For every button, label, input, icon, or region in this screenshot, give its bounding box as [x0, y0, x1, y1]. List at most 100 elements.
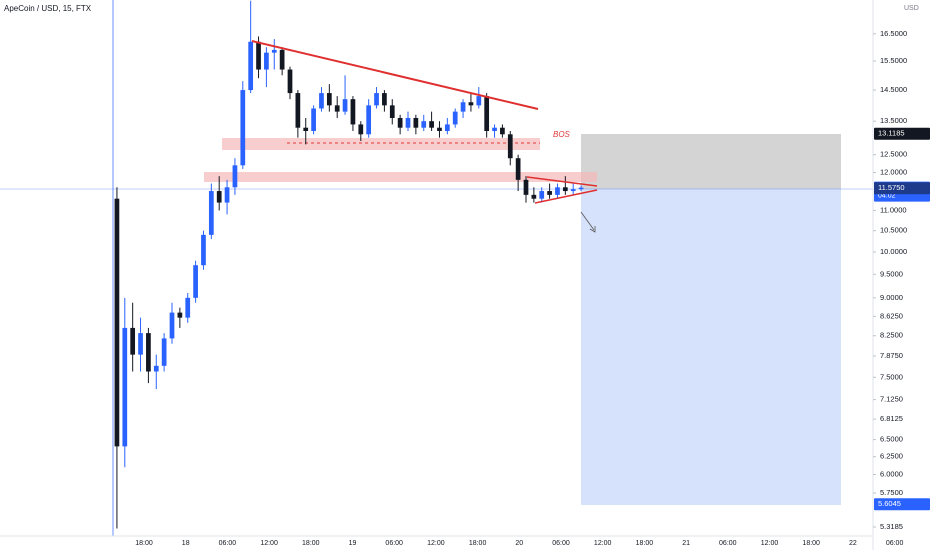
y-tick-label: 6.8125	[880, 414, 903, 423]
candle-body	[350, 99, 356, 125]
candle-body	[311, 108, 316, 131]
y-tick-label: 7.5000	[880, 372, 903, 381]
candle-body	[452, 111, 458, 125]
x-tick-label: 18	[182, 540, 190, 547]
candle-body	[523, 179, 529, 195]
x-tick-label: 18:00	[802, 540, 820, 547]
price-label: 11.5750	[878, 183, 905, 192]
x-tick-label: 12:00	[761, 540, 779, 547]
y-tick-label: 11.0000	[880, 205, 907, 214]
candle-body	[138, 333, 143, 355]
candle-body	[429, 121, 434, 128]
y-tick-label: 6.2500	[880, 452, 903, 461]
price-label: 13.1185	[878, 129, 905, 138]
candle-body	[256, 41, 261, 70]
countdown: 04:02	[878, 193, 896, 200]
candle-body	[201, 234, 206, 266]
candle-body	[555, 187, 560, 195]
y-tick-label: 12.5000	[880, 150, 907, 159]
candle-body	[444, 124, 450, 131]
x-tick-label: 18:00	[636, 540, 654, 547]
y-tick-label: 13.5000	[880, 116, 907, 125]
x-tick-label: 06:00	[385, 540, 403, 547]
candle-body	[303, 127, 309, 131]
candle-body	[326, 93, 332, 106]
x-tick-label: 06:00	[886, 540, 904, 547]
x-tick-label: 06:00	[219, 540, 237, 547]
candle-body	[500, 127, 505, 135]
candle-body	[224, 187, 230, 203]
supply-zone	[222, 138, 540, 150]
candle-body	[562, 187, 568, 192]
candle-body	[366, 105, 372, 135]
candle-body	[507, 134, 513, 159]
y-tick-label: 15.5000	[880, 56, 907, 65]
wedge-bottom	[534, 189, 598, 204]
x-tick-label: 20	[515, 540, 523, 547]
y-tick-label: 12.0000	[880, 167, 907, 176]
candle-body	[130, 327, 136, 355]
candle-body	[358, 124, 364, 135]
unit-label: USD	[904, 5, 919, 12]
candle-body	[279, 49, 285, 70]
candle-body	[413, 117, 419, 128]
x-tick-label: 06:00	[719, 540, 737, 547]
y-tick-label: 9.5000	[880, 269, 903, 278]
candle-body	[240, 90, 246, 166]
price-label-box	[874, 127, 930, 140]
y-tick-label: 6.5000	[880, 435, 903, 444]
y-tick-label: 7.8750	[880, 351, 903, 360]
candle-body	[389, 105, 395, 118]
candle-body	[185, 297, 191, 318]
candle-body	[531, 194, 537, 199]
stop-zone	[581, 134, 841, 189]
y-tick-label: 9.0000	[880, 293, 903, 302]
arrow-head	[589, 226, 596, 233]
x-tick-label: 18:00	[302, 540, 320, 547]
y-tick-label: 7.1250	[880, 395, 903, 404]
candle-body	[382, 93, 387, 106]
candle-body	[122, 327, 128, 447]
y-tick-label: 14.5000	[880, 85, 907, 94]
candle-body	[460, 102, 466, 112]
price-label-box	[874, 182, 930, 195]
candle-body	[570, 189, 576, 192]
x-tick-label: 22	[849, 540, 857, 547]
candle-body	[342, 99, 348, 112]
candle-body	[114, 198, 120, 447]
wedge-top	[526, 176, 598, 187]
candle-body	[476, 96, 482, 106]
x-tick-label: 21	[682, 540, 690, 547]
candle-body	[468, 102, 474, 106]
candle-body	[319, 93, 324, 109]
candle-body	[492, 127, 497, 131]
y-tick-label: 8.6250	[880, 311, 903, 320]
candle-body	[484, 96, 490, 131]
candle-body	[578, 187, 584, 190]
candle-body	[216, 191, 222, 203]
target-zone	[581, 189, 841, 505]
candle-body	[421, 121, 427, 128]
candle-body	[232, 165, 238, 188]
candle-body	[374, 93, 379, 106]
demand-zone	[204, 172, 597, 182]
x-tick-label: 06:00	[552, 540, 570, 547]
x-tick-label: 12:00	[260, 540, 278, 547]
y-tick-label: 8.2500	[880, 331, 903, 340]
y-tick-label: 10.5000	[880, 226, 907, 235]
candle-body	[264, 52, 269, 70]
x-tick-label: 12:00	[427, 540, 445, 547]
candle-body	[334, 105, 340, 112]
y-tick-label: 10.0000	[880, 247, 907, 256]
candle-body	[169, 312, 175, 339]
candle-body	[437, 127, 442, 131]
price-label: 5.6045	[878, 499, 901, 508]
candle-body	[515, 158, 521, 180]
candle-body	[539, 191, 545, 199]
annotation: BOS	[553, 130, 571, 139]
x-tick-label: 12:00	[594, 540, 612, 547]
price-label-box	[874, 498, 930, 511]
candle-body	[287, 69, 293, 94]
y-tick-label: 6.0000	[880, 469, 903, 478]
